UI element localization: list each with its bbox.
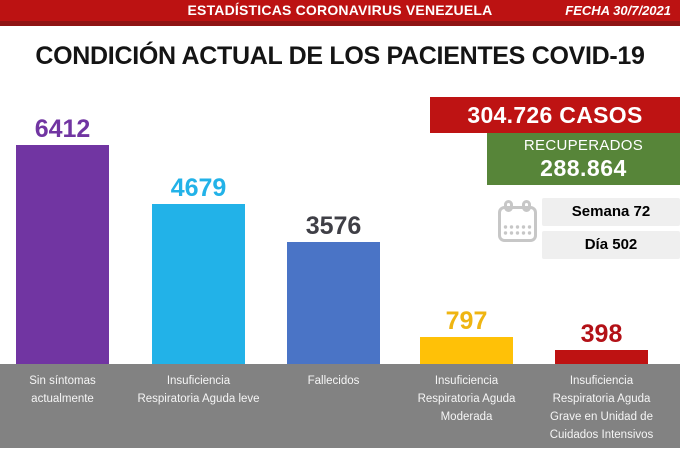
bar-2 [152,204,245,364]
page-title: CONDICIÓN ACTUAL DE LOS PACIENTES COVID-… [35,42,645,70]
category-axis-band [0,364,680,448]
bar-value-label: 4679 [170,174,227,202]
category-label: Fallecidos [307,375,360,387]
top-banner-title: ESTADÍSTICAS CORONAVIRUS VENEZUELA [187,2,493,18]
total-cases-banner: 304.726 CASOS [430,97,680,133]
bar-value-label: 3576 [305,212,362,240]
recovered-box: RECUPERADOS 288.864 [487,133,680,185]
category-label: Insuficiencia Respiratoria Aguda leve [137,375,260,405]
day-badge: Día 502 [542,231,680,259]
category-label: Insuficiencia Respiratoria Aguda Grave en … [549,375,654,441]
bar-4 [420,337,513,364]
category-label: Sin síntomas actualmente [29,375,96,405]
bar-value-label: 398 [580,320,623,348]
bar-5 [555,350,648,364]
week-badge: Semana 72 [542,198,680,226]
bar-1 [16,145,109,364]
recovered-label: RECUPERADOS [523,137,644,154]
bar-value-label: 6412 [34,115,91,143]
top-banner-date: FECHA 30/7/2021 [565,3,671,18]
bar-value-label: 797 [445,307,488,335]
recovered-value: 288.864 [540,155,627,181]
bar-3 [287,242,380,364]
top-banner: ESTADÍSTICAS CORONAVIRUS VENEZUELA FECHA… [0,0,680,26]
category-label: Insuficiencia Respiratoria Aguda Moderada [417,375,516,423]
calendar-icon [496,199,539,250]
